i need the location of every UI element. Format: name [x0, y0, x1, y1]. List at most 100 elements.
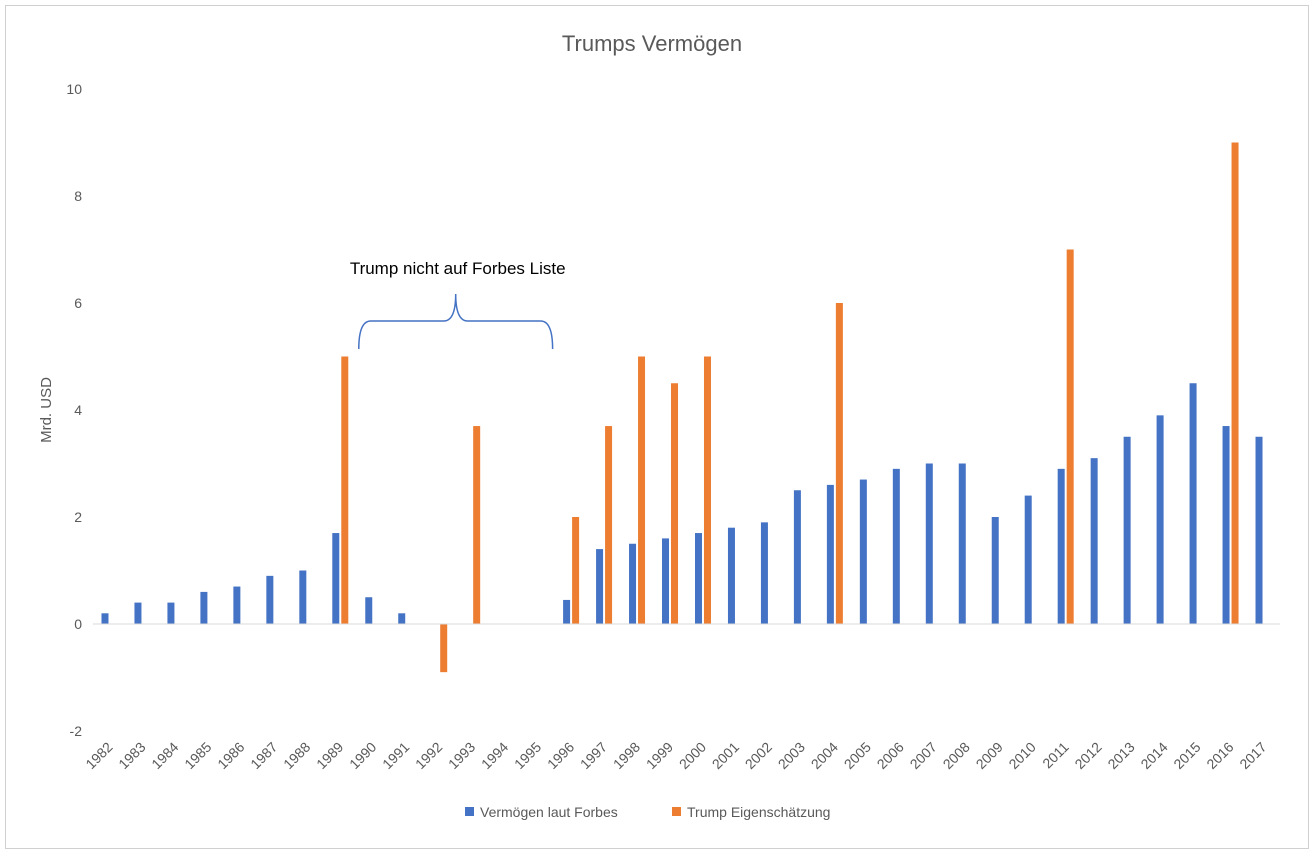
bar-forbes-1986	[233, 586, 241, 624]
legend: Vermögen laut Forbes Trump Eigenschätzung	[465, 804, 830, 820]
bar-forbes-2002	[760, 522, 768, 624]
bar-eigenschaetzung-2000	[703, 356, 711, 624]
bar-forbes-1982	[101, 613, 109, 624]
x-tick-label: 2013	[1104, 739, 1137, 772]
x-tick-label: 1998	[610, 739, 643, 772]
chart-frame	[5, 5, 1309, 849]
bar-eigenschaetzung-2011	[1066, 249, 1074, 624]
bar-forbes-1990	[365, 597, 373, 624]
x-tick-label: 2007	[907, 739, 940, 772]
legend-label-forbes: Vermögen laut Forbes	[480, 804, 618, 820]
bar-forbes-2008	[958, 463, 966, 624]
x-tick-label: 1994	[478, 739, 511, 772]
bar-forbes-2005	[859, 479, 867, 624]
bars-group	[101, 142, 1263, 673]
x-tick-label: 1992	[412, 739, 445, 772]
y-tick-label: 2	[74, 509, 82, 525]
bar-eigenschaetzung-1998	[638, 356, 646, 624]
bar-forbes-2003	[793, 490, 801, 624]
bar-eigenschaetzung-1997	[605, 426, 613, 624]
bar-forbes-2014	[1156, 415, 1164, 624]
x-tick-label: 2015	[1170, 739, 1203, 772]
bar-eigenschaetzung-2004	[835, 303, 843, 624]
bar-forbes-2016	[1222, 426, 1230, 624]
legend-swatch-eigenschaetzung	[672, 807, 681, 816]
x-tick-label: 2016	[1203, 739, 1236, 772]
x-tick-label: 1999	[643, 739, 676, 772]
x-tick-label: 2004	[808, 739, 841, 772]
x-tick-label: 2001	[709, 739, 742, 772]
x-tick-label: 2011	[1039, 739, 1072, 772]
y-tick-label: -2	[70, 723, 83, 739]
x-tick-label: 1996	[544, 739, 577, 772]
bar-forbes-2004	[826, 484, 834, 624]
x-tick-label: 2010	[1005, 739, 1038, 772]
x-tick-label: 1984	[148, 739, 181, 772]
x-tick-label: 1993	[445, 739, 478, 772]
y-tick-label: 10	[66, 81, 82, 97]
bar-forbes-2006	[892, 468, 900, 624]
bar-forbes-1997	[596, 549, 604, 624]
y-axis-label: Mrd. USD	[38, 377, 55, 443]
bar-forbes-1985	[200, 591, 208, 624]
y-tick-label: 4	[74, 402, 82, 418]
y-tick-label: 8	[74, 188, 82, 204]
x-tick-label: 1983	[115, 739, 148, 772]
bar-forbes-1989	[332, 533, 340, 624]
bar-forbes-2007	[925, 463, 933, 624]
annotation-label: Trump nicht auf Forbes Liste	[350, 259, 566, 278]
x-tick-label: 2006	[874, 739, 907, 772]
bar-forbes-1996	[563, 599, 571, 624]
bar-forbes-1991	[398, 613, 406, 624]
x-axis: 1982 1983 1984 1985 1986 1987 1988 1989 1990 1991…	[82, 739, 1270, 772]
x-tick-label: 2008	[940, 739, 973, 772]
y-tick-label: 0	[74, 616, 82, 632]
bar-eigenschaetzung-1989	[341, 356, 349, 624]
x-tick-label: 1988	[280, 739, 313, 772]
y-tick-label: 6	[74, 295, 82, 311]
bar-eigenschaetzung-2016	[1231, 142, 1239, 624]
annotation-group: Trump nicht auf Forbes Liste	[350, 259, 566, 350]
x-tick-label: 2003	[775, 739, 808, 772]
bar-forbes-2017	[1255, 436, 1263, 624]
bar-eigenschaetzung-1993	[473, 426, 481, 624]
bar-forbes-2010	[1024, 495, 1032, 624]
x-tick-label: 1982	[82, 739, 115, 772]
bar-forbes-2015	[1189, 383, 1197, 624]
x-tick-label: 2000	[676, 739, 709, 772]
x-tick-label: 1989	[313, 739, 346, 772]
bar-forbes-1998	[629, 543, 637, 624]
bar-forbes-2011	[1057, 468, 1065, 624]
chart-title: Trumps Vermögen	[562, 31, 742, 56]
x-tick-label: 2012	[1071, 739, 1104, 772]
annotation-brace	[358, 293, 554, 350]
bar-forbes-1987	[266, 575, 274, 624]
bar-forbes-1999	[662, 538, 670, 624]
bar-forbes-2001	[727, 527, 735, 624]
x-tick-label: 1991	[379, 739, 412, 772]
bar-forbes-1983	[134, 602, 142, 624]
x-tick-label: 1997	[577, 739, 610, 772]
bar-forbes-2000	[694, 533, 702, 624]
x-tick-label: 1985	[181, 739, 214, 772]
x-tick-label: 2002	[742, 739, 775, 772]
x-tick-label: 2014	[1137, 739, 1170, 772]
legend-label-eigenschaetzung: Trump Eigenschätzung	[687, 804, 830, 820]
x-tick-label: 2005	[841, 739, 874, 772]
bar-forbes-1988	[299, 570, 307, 624]
y-axis: -2 0 2 4 6 8 10	[66, 81, 82, 739]
x-tick-label: 1995	[511, 739, 544, 772]
x-tick-label: 1990	[346, 739, 379, 772]
bar-eigenschaetzung-1992	[440, 624, 448, 673]
x-tick-label: 1987	[247, 739, 280, 772]
bar-forbes-2012	[1090, 458, 1098, 624]
legend-swatch-forbes	[465, 807, 474, 816]
bar-forbes-2013	[1123, 436, 1131, 624]
x-tick-label: 2009	[973, 739, 1006, 772]
x-tick-label: 2017	[1236, 739, 1269, 772]
x-tick-label: 1986	[214, 739, 247, 772]
bar-forbes-1984	[167, 602, 175, 624]
bar-eigenschaetzung-1999	[671, 383, 679, 624]
bar-eigenschaetzung-1996	[572, 517, 580, 624]
